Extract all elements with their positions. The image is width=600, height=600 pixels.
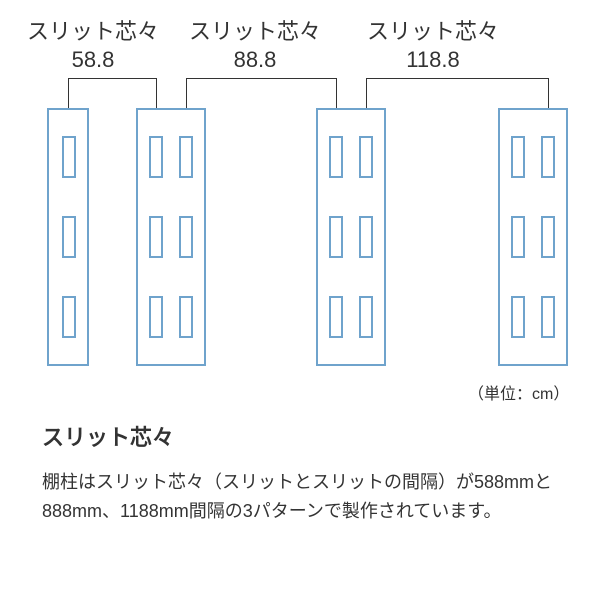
unit-note: （単位：cm） [468, 380, 569, 404]
dimension-label-0: スリット芯々 58.8 [18, 18, 168, 73]
section-title: スリット芯々 [42, 420, 174, 452]
slot-3-0-1 [511, 216, 525, 258]
slot-1-0-2 [149, 296, 163, 338]
slot-1-0-0 [149, 136, 163, 178]
slot-3-0-2 [511, 296, 525, 338]
slot-2-0-1 [329, 216, 343, 258]
slot-2-1-1 [359, 216, 373, 258]
dimension-label-0-title: スリット芯々 [18, 18, 168, 46]
dimension-label-1-title: スリット芯々 [180, 18, 330, 46]
dimension-label-1: スリット芯々 88.8 [180, 18, 330, 73]
dimension-label-2-value: 118.8 [358, 46, 508, 74]
dimension-label-2-title: スリット芯々 [358, 18, 508, 46]
slot-1-1-1 [179, 216, 193, 258]
slot-3-1-0 [541, 136, 555, 178]
slot-3-1-1 [541, 216, 555, 258]
slot-3-1-2 [541, 296, 555, 338]
body-paragraph: 棚柱はスリット芯々（スリットとスリットの間隔）が588mmと888mm、1188… [42, 468, 558, 526]
slot-1-1-2 [179, 296, 193, 338]
leader-4 [186, 78, 336, 79]
slot-2-0-2 [329, 296, 343, 338]
diagram-canvas: { "colors": { "outline": "#6fa3cc", "tex… [0, 0, 600, 600]
slot-2-1-2 [359, 296, 373, 338]
slot-2-0-0 [329, 136, 343, 178]
slot-2-1-0 [359, 136, 373, 178]
dimension-label-1-value: 88.8 [180, 46, 330, 74]
dimension-label-0-value: 58.8 [18, 46, 168, 74]
slot-3-0-0 [511, 136, 525, 178]
pillar-2 [316, 108, 386, 366]
slot-1-1-0 [179, 136, 193, 178]
slot-0-0-1 [62, 216, 76, 258]
slot-0-0-2 [62, 296, 76, 338]
slot-0-0-0 [62, 136, 76, 178]
pillar-3 [498, 108, 568, 366]
leader-7 [366, 78, 548, 79]
dimension-label-2: スリット芯々 118.8 [358, 18, 508, 73]
leader-1 [68, 78, 156, 79]
slot-1-0-1 [149, 216, 163, 258]
pillar-1 [136, 108, 206, 366]
